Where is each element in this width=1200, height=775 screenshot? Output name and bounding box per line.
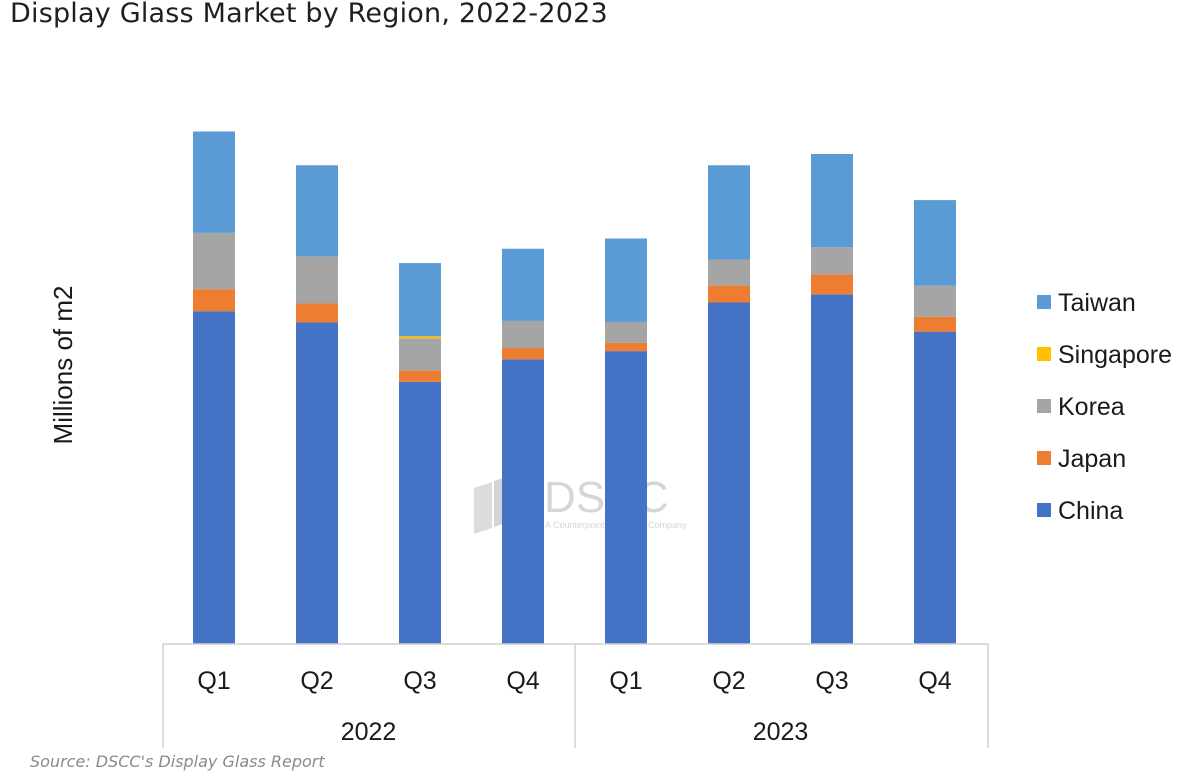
bars-layer (193, 131, 956, 644)
bar-taiwan-1 (193, 131, 235, 233)
bar-taiwan-6 (708, 165, 750, 260)
legend-label-korea: Korea (1058, 393, 1125, 421)
bar-japan-1 (193, 289, 235, 312)
bar-japan-6 (708, 285, 750, 303)
legend-swatch-china (1037, 503, 1051, 517)
legend: Taiwan Singapore Korea Japan China (1037, 289, 1172, 525)
legend-label-singapore: Singapore (1058, 341, 1172, 369)
legend-label-japan: Japan (1058, 445, 1126, 473)
bar-japan-5 (605, 342, 647, 352)
source-note: Source: DSCC's Display Glass Report (30, 752, 325, 771)
bar-taiwan-8 (914, 200, 956, 286)
bar-japan-7 (811, 274, 853, 295)
x-tick-label: Q3 (815, 667, 848, 695)
bar-korea-4 (502, 320, 544, 349)
bar-korea-5 (605, 321, 647, 343)
x-tick-label: Q2 (300, 667, 333, 695)
bar-japan-4 (502, 348, 544, 360)
bar-korea-3 (399, 338, 441, 371)
legend-swatch-singapore (1037, 347, 1051, 361)
bar-china-4 (502, 359, 544, 644)
bar-taiwan-3 (399, 263, 441, 337)
bar-taiwan-7 (811, 154, 853, 248)
bar-china-6 (708, 302, 750, 644)
bar-china-1 (193, 311, 235, 644)
bar-taiwan-2 (296, 165, 338, 257)
x-tick-label: Q4 (506, 667, 539, 695)
bar-japan-8 (914, 316, 956, 332)
y-axis-label: Millions of m2 (48, 286, 78, 445)
bar-korea-8 (914, 285, 956, 317)
x-group-label: 2023 (753, 718, 809, 746)
x-tick-label: Q4 (918, 667, 951, 695)
x-tick-label: Q3 (403, 667, 436, 695)
bar-taiwan-5 (605, 238, 647, 322)
legend-swatch-korea (1037, 399, 1051, 413)
x-tick-label: Q1 (197, 667, 230, 695)
legend-label-china: China (1058, 497, 1123, 525)
bar-taiwan-4 (502, 248, 544, 321)
legend-label-taiwan: Taiwan (1058, 289, 1136, 317)
chart-title: Display Glass Market by Region, 2022-202… (10, 0, 608, 29)
x-group-label: 2022 (341, 718, 397, 746)
bar-korea-6 (708, 259, 750, 286)
x-tick-label: Q1 (609, 667, 642, 695)
legend-swatch-japan (1037, 451, 1051, 465)
bar-china-8 (914, 331, 956, 644)
bar-china-2 (296, 322, 338, 644)
bar-china-5 (605, 351, 647, 644)
x-tick-labels: Q1 Q2 Q3 Q4 Q1 Q2 Q3 Q4 2022 2023 (197, 667, 951, 746)
bar-china-7 (811, 294, 853, 644)
x-tick-label: Q2 (712, 667, 745, 695)
bar-china-3 (399, 381, 441, 644)
bar-singapore-3 (399, 336, 441, 339)
bar-japan-3 (399, 370, 441, 382)
bar-korea-1 (193, 232, 235, 290)
x-axis: Q1 Q2 Q3 Q4 Q1 Q2 Q3 Q4 2022 2023 (162, 643, 989, 748)
bar-korea-2 (296, 256, 338, 304)
bar-japan-2 (296, 303, 338, 323)
bar-korea-7 (811, 247, 853, 275)
legend-swatch-taiwan (1037, 295, 1051, 309)
